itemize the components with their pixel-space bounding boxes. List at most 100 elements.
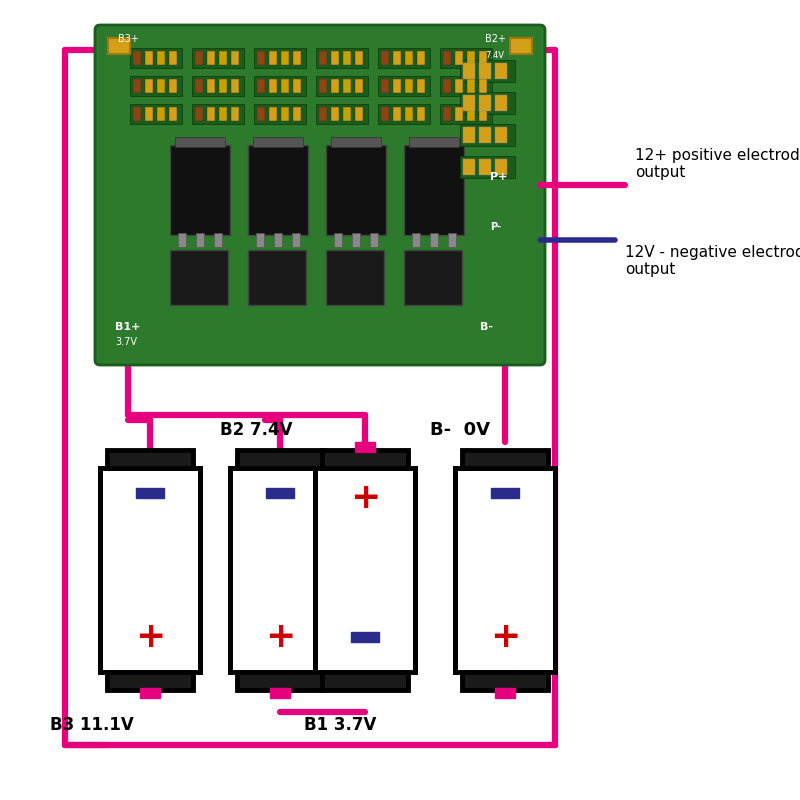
Bar — [316, 48, 368, 68]
Bar — [479, 107, 487, 121]
Text: B-: B- — [480, 322, 493, 332]
Bar — [169, 79, 177, 93]
Text: P+: P+ — [490, 172, 507, 182]
Bar — [293, 51, 301, 65]
Bar — [169, 51, 177, 65]
Bar — [355, 79, 363, 93]
Text: +: + — [135, 620, 165, 654]
Bar — [393, 107, 401, 121]
Bar — [322, 450, 408, 468]
Bar — [463, 159, 475, 175]
Bar — [237, 450, 323, 468]
Bar — [256, 233, 264, 247]
Bar — [219, 107, 227, 121]
Bar — [157, 107, 165, 121]
Bar — [404, 145, 464, 235]
Bar — [292, 233, 300, 247]
Bar — [269, 107, 277, 121]
Bar — [293, 107, 301, 121]
Bar — [254, 48, 306, 68]
Bar — [248, 145, 308, 235]
Bar — [343, 51, 351, 65]
Bar — [145, 107, 153, 121]
Bar — [231, 79, 239, 93]
Bar — [455, 107, 463, 121]
Bar — [443, 107, 451, 121]
Bar — [230, 468, 330, 672]
Bar — [281, 107, 289, 121]
Bar — [269, 79, 277, 93]
Bar — [443, 51, 451, 65]
Bar — [281, 79, 289, 93]
Bar — [293, 79, 301, 93]
Bar — [417, 79, 425, 93]
Bar — [460, 124, 515, 146]
Bar — [479, 159, 491, 175]
Bar — [331, 51, 339, 65]
Bar — [133, 79, 141, 93]
Bar — [331, 79, 339, 93]
Text: 12V - negative electrode
output: 12V - negative electrode output — [625, 245, 800, 278]
Bar — [378, 104, 430, 124]
Text: B-  0V: B- 0V — [430, 421, 490, 439]
Bar — [331, 137, 381, 147]
Bar — [178, 233, 186, 247]
Bar — [274, 233, 282, 247]
Bar — [448, 233, 456, 247]
Bar — [315, 468, 415, 672]
Bar — [195, 107, 203, 121]
Bar — [460, 60, 515, 82]
Bar — [462, 672, 548, 690]
Bar — [192, 76, 244, 96]
Bar — [157, 79, 165, 93]
Bar — [326, 145, 386, 235]
Bar — [479, 63, 491, 79]
Bar — [381, 51, 389, 65]
Bar — [381, 79, 389, 93]
Bar — [237, 672, 323, 690]
Bar — [133, 51, 141, 65]
Bar — [257, 51, 265, 65]
Bar — [253, 137, 303, 147]
Bar — [460, 156, 515, 178]
Bar — [133, 107, 141, 121]
Bar — [370, 233, 378, 247]
Bar — [479, 95, 491, 111]
Bar — [145, 51, 153, 65]
Bar — [405, 79, 413, 93]
Bar — [510, 38, 532, 54]
Bar — [192, 48, 244, 68]
Bar — [443, 79, 451, 93]
Bar — [207, 51, 215, 65]
Bar — [405, 107, 413, 121]
Bar — [107, 672, 193, 690]
Bar — [100, 468, 200, 672]
Bar — [495, 159, 507, 175]
Bar — [405, 51, 413, 65]
Bar — [479, 51, 487, 65]
Bar — [334, 233, 342, 247]
Bar — [495, 127, 507, 143]
Bar — [378, 48, 430, 68]
Bar — [169, 107, 177, 121]
Bar — [319, 79, 327, 93]
Bar — [463, 127, 475, 143]
Bar — [417, 51, 425, 65]
Text: B2 7.4V: B2 7.4V — [220, 421, 293, 439]
Bar — [316, 76, 368, 96]
Bar — [343, 107, 351, 121]
Bar — [331, 107, 339, 121]
Bar — [404, 250, 462, 305]
Bar — [409, 137, 459, 147]
Bar — [440, 48, 492, 68]
Bar — [192, 104, 244, 124]
Bar — [157, 51, 165, 65]
Bar — [460, 92, 515, 114]
Bar — [266, 488, 294, 498]
Bar — [107, 450, 193, 468]
Bar — [495, 688, 515, 698]
Bar — [412, 233, 420, 247]
Bar — [175, 137, 225, 147]
Bar — [196, 233, 204, 247]
Bar — [257, 107, 265, 121]
